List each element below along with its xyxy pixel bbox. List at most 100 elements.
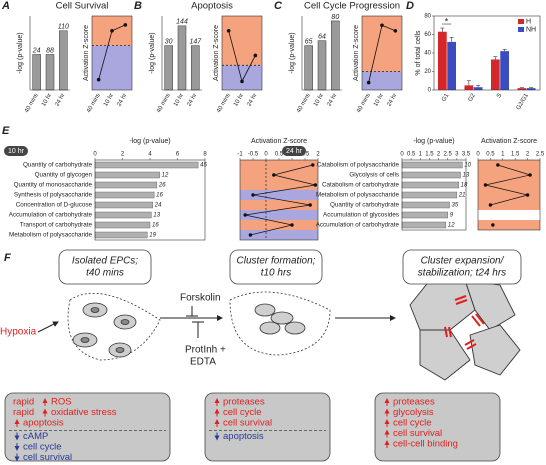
bar-count: 21 (458, 193, 466, 199)
y-axis-label: Activation Z-score (83, 25, 90, 81)
stage-title-box (229, 249, 323, 285)
bar-count: 30 (165, 38, 173, 45)
x-tick-label: 40 mins (86, 93, 102, 114)
bar (447, 41, 456, 90)
x-tick-label: 0.5 (407, 152, 416, 158)
z-point (290, 223, 294, 227)
legend-label: NH (526, 26, 536, 33)
x-tick-label: G1 (441, 92, 451, 103)
bar (401, 181, 459, 189)
x-tick-label: 40 mins (156, 93, 172, 114)
z-point (380, 23, 384, 28)
x-tick-label: 10 hr (173, 93, 185, 108)
y-tick-label: 0 (428, 88, 432, 94)
z-point (496, 163, 500, 167)
bar (464, 85, 474, 90)
effect: apoptosis (223, 431, 264, 442)
z-point (491, 223, 495, 227)
effect: cell cycle (393, 418, 432, 429)
y-tick-label: Glycolysis of cells (349, 172, 399, 179)
bar-count: 9 (450, 213, 454, 219)
x-tick-label: S (496, 93, 503, 99)
x-tick-label: 2 (437, 152, 441, 158)
x-tick-label: 40 mins (296, 93, 312, 114)
z-point (110, 29, 114, 33)
y-axis-label: % of total cells (415, 30, 422, 76)
x-tick-label: 24 hr (54, 93, 66, 108)
x-tick-label: 0.5 (275, 152, 284, 158)
stage-title: stabilization; t24 hrs (418, 268, 506, 279)
row-shade (240, 200, 318, 210)
bar (177, 25, 187, 91)
y-tick-label: 80 (424, 14, 431, 20)
x-tick-label: -0.5 (248, 152, 259, 158)
row-shade (478, 170, 540, 180)
plot-frame (221, 15, 263, 91)
x-axis-label: Activation Z-score (481, 138, 537, 145)
y-axis-label: Activation Z-score (353, 25, 360, 81)
x-tick-label: 40 mins (24, 93, 40, 114)
effect: proteases (393, 397, 435, 408)
x-tick-label: 2 (121, 152, 125, 158)
z-point (248, 233, 253, 237)
z-point (528, 173, 532, 177)
bar (401, 161, 463, 169)
z-point (488, 203, 493, 207)
y-tick-label: Concentration of D-glucose (16, 202, 93, 209)
x-tick-label: 4 (148, 152, 152, 158)
x-tick-label: 24 hr (386, 93, 398, 108)
bar (45, 54, 55, 91)
legend-swatch (518, 27, 524, 32)
x-tick-label: 40 mins (356, 93, 372, 114)
z-point (313, 183, 318, 187)
bar (304, 45, 313, 91)
z-point (311, 163, 315, 167)
z-point (96, 77, 101, 82)
x-tick-label: 8 (203, 152, 207, 158)
effect: cell survival (393, 428, 442, 439)
diagram: F Hypoxia Forskolin ProtInh + EDTA Isola… (0, 249, 522, 463)
panel-letter: E (2, 125, 10, 137)
bar (59, 30, 68, 91)
z-point (393, 29, 398, 33)
badge (4, 146, 28, 156)
bar-count: 45 (200, 163, 207, 169)
x-tick-label: G2/G1 (516, 92, 530, 111)
inhibitor: Forskolin (180, 293, 221, 304)
bar-count: 110 (58, 24, 69, 31)
x-tick-label: 0.5 (486, 152, 495, 158)
effect: cell cycle (23, 442, 62, 453)
y-tick-label: Metabolism of polysaccharide (316, 192, 399, 199)
badge (282, 146, 306, 156)
stimulus: Hypoxia (0, 327, 37, 338)
legend-label: H (526, 18, 531, 25)
bar-count: 24 (154, 203, 162, 209)
row-shade (240, 230, 318, 240)
row-shade (240, 170, 318, 180)
bar (331, 20, 340, 91)
y-axis-label: -log (p-value) (149, 32, 156, 73)
chart-title: Cell Survival (56, 1, 109, 12)
stage-title: Cluster formation; (237, 256, 316, 267)
x-tick-label: 24 hr (326, 93, 338, 108)
bar-count: 65 (305, 38, 313, 45)
y-tick-label: Synthesis of polysaccharide (14, 192, 93, 199)
x-tick-label: 2 (526, 152, 530, 158)
x-tick-label: 3 (455, 152, 459, 158)
bar (317, 40, 327, 91)
x-axis-label: Activation Z-score (251, 138, 307, 145)
bar-count: 18 (461, 183, 468, 189)
x-tick-label: 24 hr (116, 93, 128, 108)
x-axis-label: -log (p-value) (413, 138, 454, 145)
bar (490, 59, 500, 90)
bar (401, 171, 461, 179)
x-tick-label: 0 (400, 152, 404, 158)
bar (94, 231, 148, 239)
z-point (123, 23, 128, 27)
stage-title: Cluster expansion/ (421, 256, 505, 267)
bar-count: 144 (176, 19, 188, 26)
x-tick-label: 6 (176, 152, 180, 158)
y-tick-label: 20 (424, 69, 431, 75)
